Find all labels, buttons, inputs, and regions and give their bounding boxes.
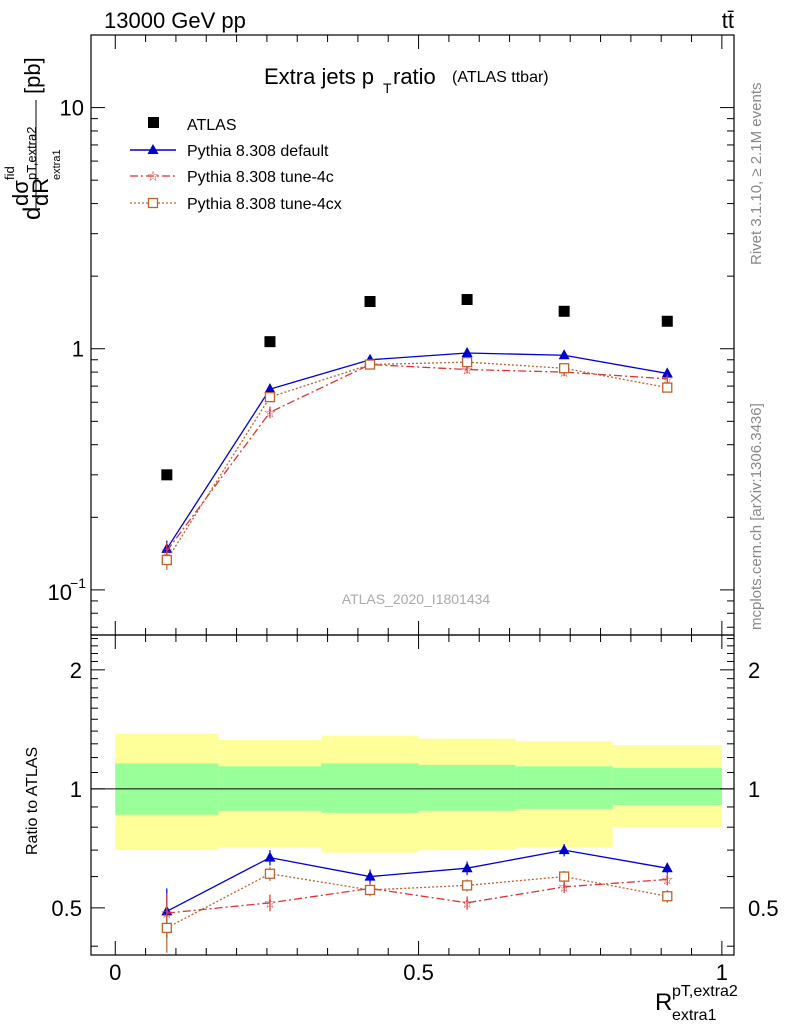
point-atlas [661,315,673,327]
ratio-tick-label-2: 2 [70,658,82,683]
plot-title-sub: T [383,80,392,96]
ratio-tick-label-0p5-right: 0.5 [748,896,779,921]
plot-title-note: (ATLAS ttbar) [452,69,549,86]
y-axis-label-dsigma: dσ [8,180,33,206]
series-line-default [166,352,668,550]
point-atlas [558,305,570,317]
ratio-point-tune4c: ☆ [558,879,571,895]
point-tune4cx [559,363,570,374]
ratio-tick-label-2-right: 2 [748,658,760,683]
ratio-point-tune4cx [364,884,376,896]
ratio-line-tune4cx [166,873,668,929]
ratio-line-default [166,849,668,912]
series-line-tune4cx [166,361,668,561]
ratio-point-tune4cx [559,871,570,882]
ratio-series: ☆☆☆☆☆☆ [161,844,674,953]
ratio-point-tune4cx [264,868,276,879]
ratio-line-tune4c [166,878,668,914]
x-tick-label-0p5: 0.5 [403,960,434,985]
legend-label-default: Pythia 8.308 default [187,143,329,160]
y-tick-label-0p1-exponent: −1 [70,575,86,591]
legend-entry-tune4cx: Pythia 8.308 tune-4cx [130,196,342,213]
rivet-label: Rivet 3.1.10, ≥ 2.1M events [748,83,765,266]
point-tune4cx [264,391,276,403]
point-tune4cx [662,382,673,393]
mcplots-label: mcplots.cern.ch [arXiv:1306.3436] [748,403,765,630]
ratio-point-tune4cx [662,891,673,902]
point-atlas [161,469,173,481]
plot-title: Extra jets p T ratio (ATLAS ttbar) [264,64,549,96]
ratio-point-default [264,851,276,862]
legend-marker-tune4c: ☆ [147,168,160,184]
ratio-point-default [558,844,570,855]
ratio-plot-frame [90,634,735,956]
point-default [661,367,673,378]
legend-entry-atlas: ATLAS [148,117,237,134]
y-axis-label-dR: dR [28,178,53,206]
legend-entry-tune4c: ☆ Pythia 8.308 tune-4c [130,168,334,186]
ratio-point-tune4cx [461,880,473,891]
legend-entry-default: Pythia 8.308 default [130,143,329,160]
legend-marker-default [147,144,159,154]
point-atlas [364,295,376,307]
beam-label: 13000 GeV pp [104,8,246,33]
x-tick-label-1: 1 [716,960,728,985]
ratio-axis-label: Ratio to ATLAS [24,747,41,855]
y-axis-label-sigma-sup: fid [2,166,17,180]
y-axis-label-unit: [pb] [20,57,45,94]
y-axis-label-d: d [19,207,46,220]
ratio-point-default [461,862,473,873]
x-axis-label-sup: pT,extra2 [672,983,738,1000]
point-default [461,347,473,358]
band-inner-4 [515,766,613,809]
point-default [558,349,570,360]
main-y-ticks [91,34,734,628]
main-series: ☆☆☆☆☆☆ [161,294,674,570]
y-tick-label-1: 1 [72,337,84,362]
x-axis-label-sub: extra1 [672,1007,717,1024]
ratio-point-tune4cx [161,922,172,934]
band-inner-3 [418,764,516,811]
point-tune4cx [461,356,473,368]
x-tick-label-0: 0 [109,960,121,985]
series-line-tune4c [166,363,668,552]
y-axis-label: d dσ dR extra1 fid pT,extra2 [pb] [2,57,63,220]
ratio-tick-label-1: 1 [70,777,82,802]
point-tune4cx [364,359,376,370]
plot-title-tail: ratio [393,64,436,89]
ratio-tick-label-0p5: 0.5 [51,896,82,921]
ratio-tick-label-1-right: 1 [748,777,760,802]
y-tick-label-0p1: 10 [48,580,72,605]
y-tick-label-10: 10 [60,96,84,121]
legend-marker-atlas [148,117,159,128]
process-label: tt̄ [722,8,734,33]
legend-label-atlas: ATLAS [187,117,237,134]
point-default [264,383,276,394]
y-axis-label-dR-sub: extra1 [51,149,63,180]
point-atlas [264,336,276,348]
point-tune4c: ☆ [264,404,277,420]
point-tune4cx [161,554,172,566]
y-axis-label-sigma-sub: pT,extra2 [24,127,39,180]
ratio-point-default [661,862,673,873]
ratio-point-tune4c: ☆ [661,871,674,887]
ratio-point-tune4c: ☆ [461,895,474,911]
svg-text:Extra jets p: Extra jets p [264,64,374,89]
ratio-y-ticks [91,638,734,947]
legend-label-tune4c: Pythia 8.308 tune-4c [187,169,334,186]
band-inner-5 [612,767,722,806]
legend-label-tune4cx: Pythia 8.308 tune-4cx [187,196,342,213]
ratio-point-tune4c: ☆ [264,895,277,911]
band-inner-2 [321,763,419,813]
analysis-tag: ATLAS_2020_I1801434 [342,591,491,607]
legend-marker-tune4cx [147,197,159,209]
ratio-point-default [364,870,376,881]
x-ticks [114,35,723,955]
plot-title-main: Extra jets p [264,64,374,89]
point-atlas [461,294,473,306]
x-axis-label: R [655,989,672,1016]
legend: ATLAS Pythia 8.308 default ☆ Pythia 8.30… [130,117,342,213]
